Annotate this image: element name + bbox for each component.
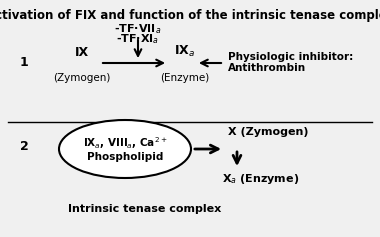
- Text: Intrinsic tenase complex: Intrinsic tenase complex: [68, 204, 221, 214]
- Text: X$_a$ (Enzyme): X$_a$ (Enzyme): [222, 172, 299, 186]
- Text: (Zymogen): (Zymogen): [53, 73, 111, 83]
- Text: 1: 1: [20, 55, 29, 68]
- Text: Activation of FIX and function of the intrinsic tenase complex: Activation of FIX and function of the in…: [0, 9, 380, 22]
- Text: 2: 2: [20, 141, 29, 154]
- Text: Physiologic inhibitor:: Physiologic inhibitor:: [228, 52, 353, 62]
- Text: IX: IX: [75, 46, 89, 59]
- Text: IX$_a$: IX$_a$: [174, 44, 196, 59]
- Text: -TF·XI$_a$: -TF·XI$_a$: [116, 32, 160, 46]
- Text: IX$_a$, VIII$_a$, Ca$^{2+}$: IX$_a$, VIII$_a$, Ca$^{2+}$: [83, 135, 167, 151]
- Text: Antithrombin: Antithrombin: [228, 63, 306, 73]
- Text: (Enzyme): (Enzyme): [160, 73, 210, 83]
- Text: -TF·VII$_a$: -TF·VII$_a$: [114, 22, 162, 36]
- Ellipse shape: [59, 120, 191, 178]
- Text: X (Zymogen): X (Zymogen): [228, 127, 309, 137]
- Text: Phospholipid: Phospholipid: [87, 152, 163, 162]
